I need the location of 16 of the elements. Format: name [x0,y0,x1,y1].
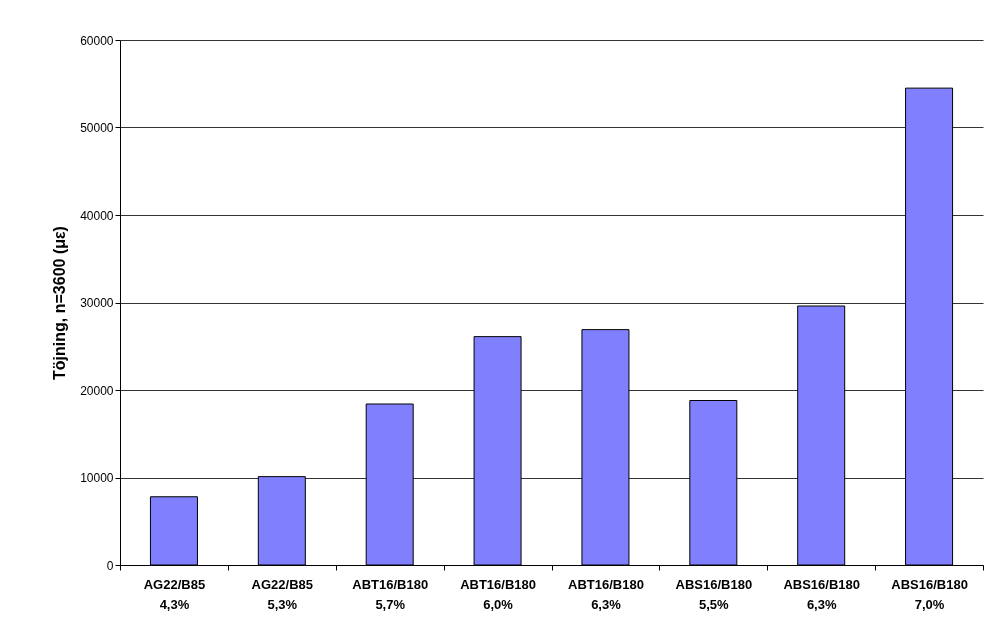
x-tick-label: ABS16/B180 6,3% [783,576,860,612]
y-tick-label: 40000 [80,208,114,223]
y-tick-label: 50000 [80,121,114,135]
y-tick-label: 0 [106,558,114,573]
y-tick-label: 20000 [80,383,114,398]
y-axis-title: Töjning, n=3600 (με) [51,226,69,380]
x-tick-label: ABT16/B180 6,3% [568,576,644,612]
x-tick-label: ABT16/B180 5,7% [352,576,429,612]
x-tick-label: AG22/B85 4,3% [143,576,206,612]
y-tick-label: 10000 [80,471,114,485]
x-tick-label: ABT16/B180 6,0% [460,576,536,612]
x-tick-label: AG22/B85 5,3% [251,576,314,612]
x-tick-label: ABS16/B180 5,5% [675,576,753,612]
y-tick-label: 60000 [80,33,114,48]
y-tick-label: 30000 [80,296,114,310]
x-tick-label: ABS16/B180 7,0% [891,576,968,612]
